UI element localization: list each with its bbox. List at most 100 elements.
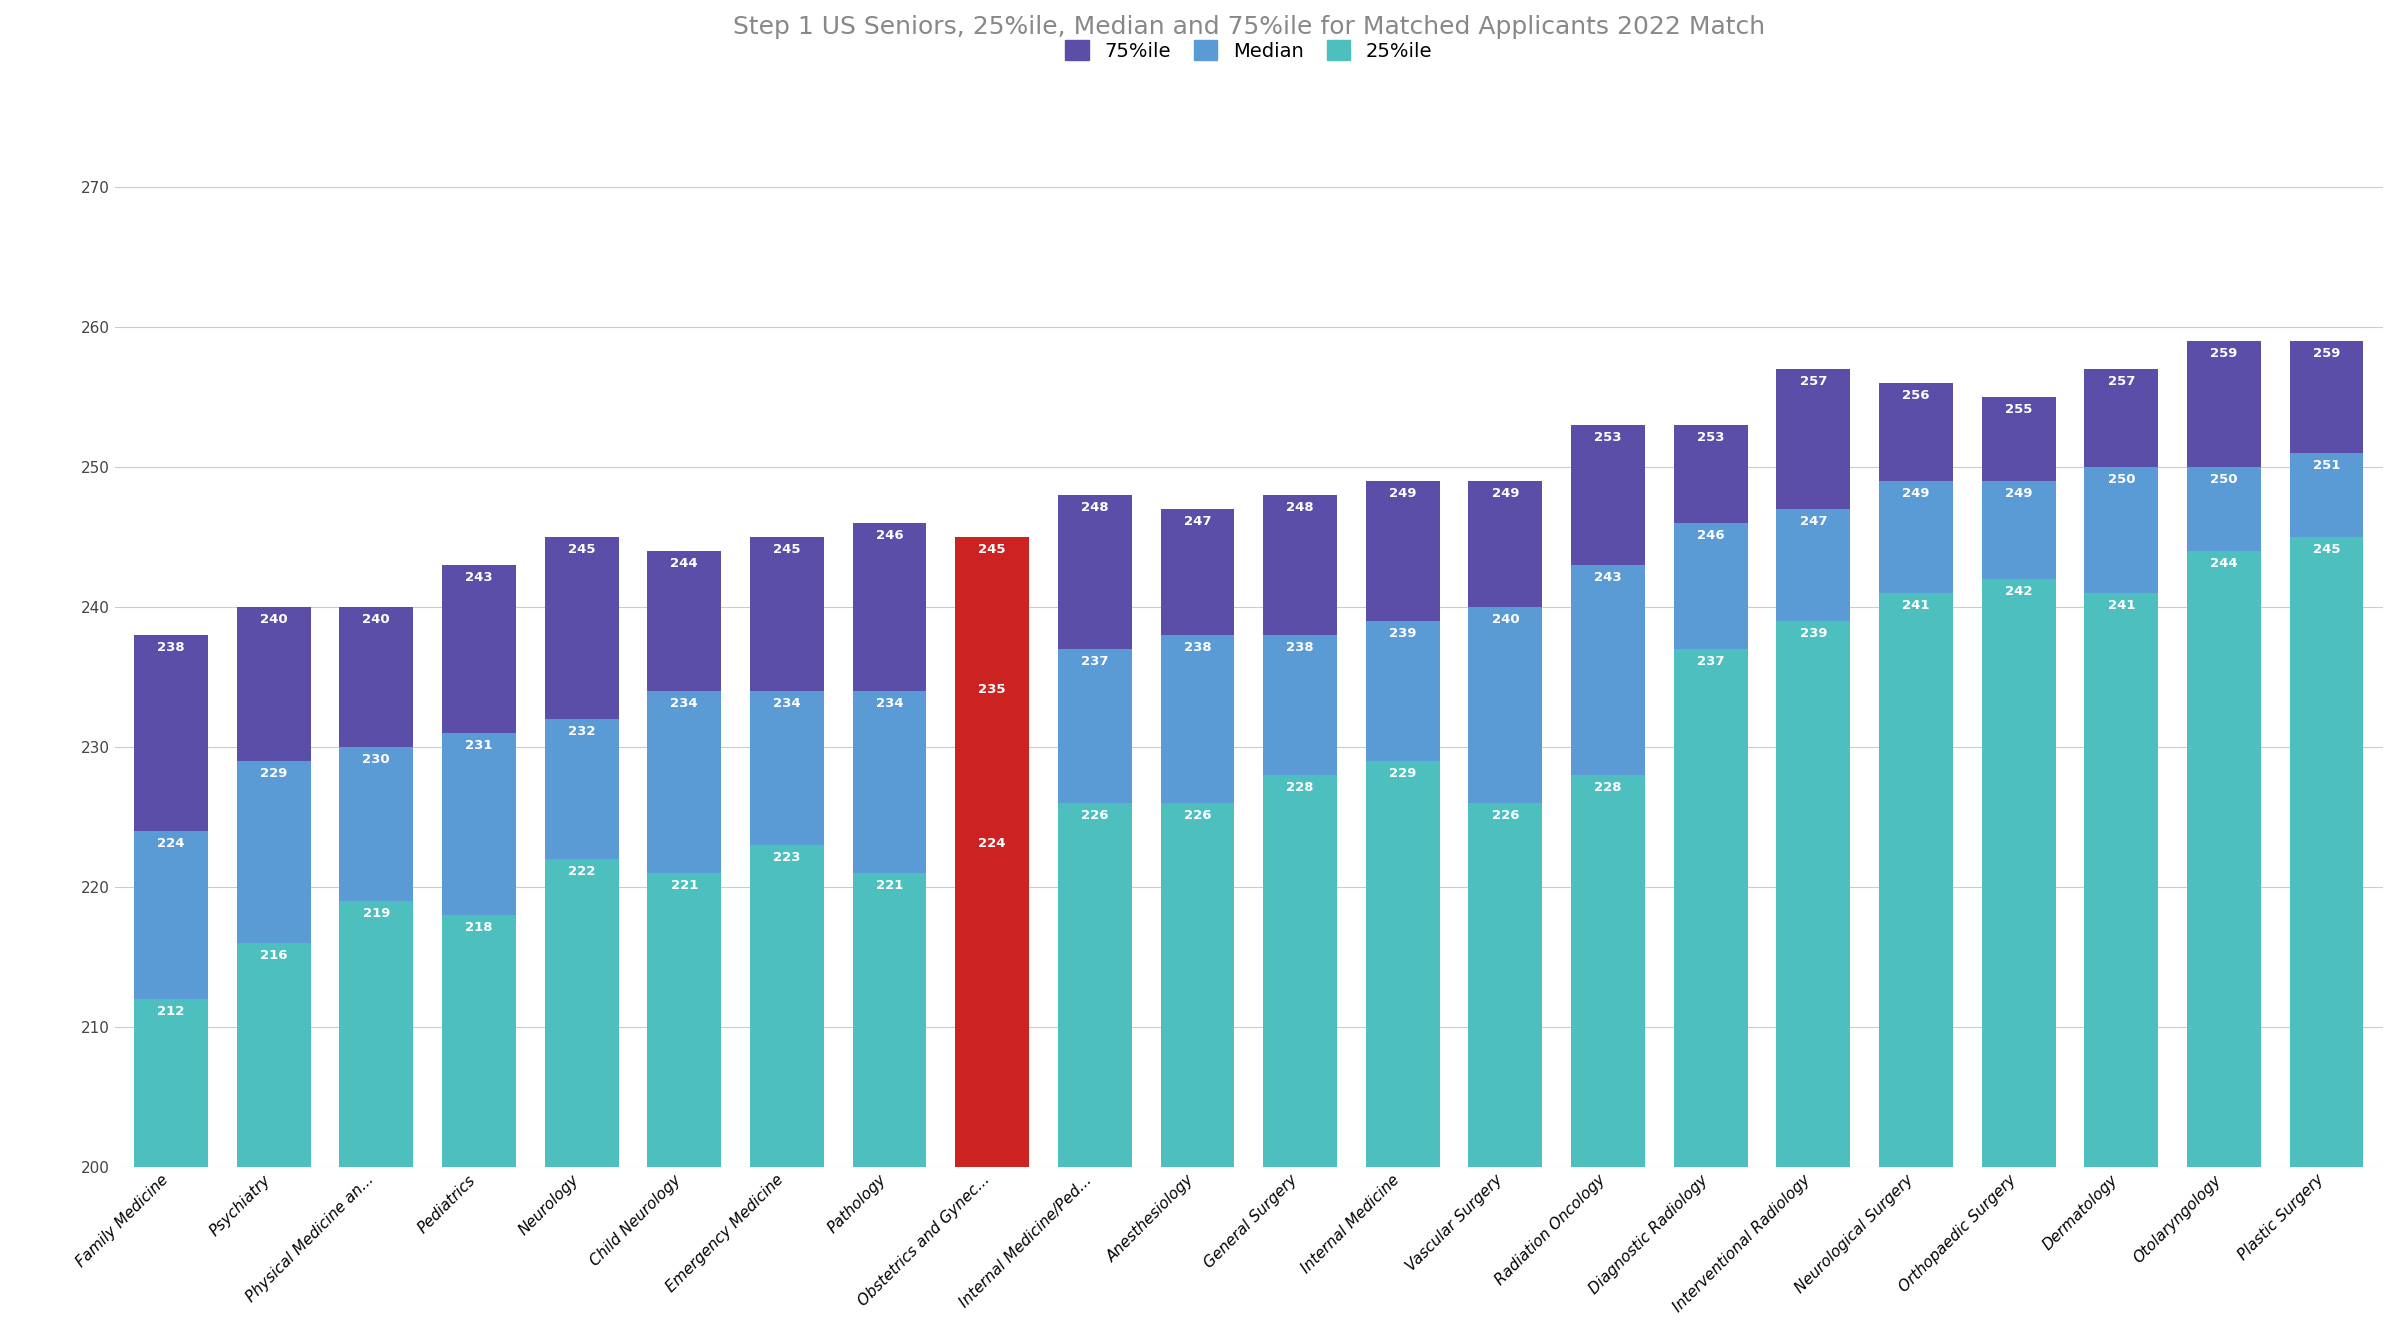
Bar: [341, 608, 412, 1168]
Bar: [2290, 537, 2364, 1168]
Legend: 75%ile, Median, 25%ile: 75%ile, Median, 25%ile: [1058, 32, 1441, 69]
Bar: [751, 692, 825, 1168]
Text: 223: 223: [772, 851, 801, 864]
Bar: [544, 720, 619, 1168]
Text: 246: 246: [875, 529, 904, 541]
Bar: [647, 552, 722, 1168]
Text: 249: 249: [1902, 487, 1930, 500]
Text: 245: 245: [568, 543, 595, 556]
Text: 234: 234: [772, 697, 801, 710]
Bar: [854, 692, 926, 1168]
Bar: [751, 537, 825, 1168]
Text: 257: 257: [2108, 375, 2134, 388]
Bar: [1880, 383, 1952, 1168]
Text: 226: 226: [1185, 809, 1211, 822]
Bar: [854, 874, 926, 1168]
Bar: [1880, 593, 1952, 1168]
Bar: [647, 692, 722, 1168]
Text: 255: 255: [2005, 403, 2031, 416]
Text: 226: 226: [1492, 809, 1520, 822]
Bar: [954, 677, 1029, 1168]
Text: 248: 248: [1081, 501, 1108, 513]
Bar: [1777, 509, 1851, 1168]
Bar: [237, 608, 312, 1168]
Text: 250: 250: [2211, 473, 2237, 485]
Text: 221: 221: [875, 879, 904, 892]
Bar: [647, 874, 722, 1168]
Text: 253: 253: [1698, 431, 1724, 444]
Text: 247: 247: [1798, 515, 1827, 528]
Text: 238: 238: [1285, 641, 1314, 654]
Text: 240: 240: [362, 613, 391, 626]
Text: 246: 246: [1698, 529, 1724, 541]
Text: 228: 228: [1595, 781, 1621, 794]
Text: 238: 238: [158, 641, 185, 654]
Bar: [237, 761, 312, 1168]
Bar: [2187, 342, 2261, 1168]
Bar: [1981, 580, 2055, 1168]
Text: 235: 235: [978, 682, 1005, 696]
Text: 237: 237: [1698, 654, 1724, 668]
Text: 243: 243: [465, 571, 492, 584]
Text: 242: 242: [2005, 585, 2034, 598]
Bar: [2084, 593, 2158, 1168]
Text: 256: 256: [1902, 388, 1930, 402]
Text: 238: 238: [1185, 641, 1211, 654]
Bar: [1571, 565, 1645, 1168]
Text: 229: 229: [259, 767, 288, 779]
Text: 224: 224: [978, 837, 1005, 850]
Text: 249: 249: [1492, 487, 1520, 500]
Text: 253: 253: [1595, 431, 1621, 444]
Bar: [1777, 370, 1851, 1168]
Bar: [2084, 370, 2158, 1168]
Title: Step 1 US Seniors, 25%ile, Median and 75%ile for Matched Applicants 2022 Match: Step 1 US Seniors, 25%ile, Median and 75…: [734, 15, 1765, 39]
Text: 231: 231: [465, 739, 492, 751]
Text: 232: 232: [568, 725, 595, 738]
Text: 244: 244: [671, 557, 698, 571]
Bar: [1981, 481, 2055, 1168]
Text: 249: 249: [1388, 487, 1417, 500]
Bar: [1468, 481, 1542, 1168]
Text: 259: 259: [2211, 347, 2237, 360]
Bar: [1674, 649, 1748, 1168]
Text: 224: 224: [158, 837, 185, 850]
Text: 259: 259: [2312, 347, 2340, 360]
Text: 237: 237: [1081, 654, 1108, 668]
Text: 243: 243: [1595, 571, 1621, 584]
Bar: [1058, 495, 1132, 1168]
Text: 245: 245: [2312, 543, 2340, 556]
Text: 234: 234: [875, 697, 904, 710]
Text: 218: 218: [465, 920, 492, 934]
Bar: [341, 902, 412, 1168]
Bar: [134, 999, 209, 1168]
Bar: [1264, 775, 1338, 1168]
Bar: [1367, 761, 1439, 1168]
Text: 257: 257: [1798, 375, 1827, 388]
Text: 249: 249: [2005, 487, 2034, 500]
Bar: [2187, 552, 2261, 1168]
Bar: [854, 523, 926, 1168]
Text: 229: 229: [1388, 767, 1417, 779]
Text: 241: 241: [1902, 598, 1930, 612]
Text: 240: 240: [1492, 613, 1520, 626]
Text: 221: 221: [671, 879, 698, 892]
Bar: [1674, 426, 1748, 1168]
Bar: [1880, 481, 1952, 1168]
Text: 241: 241: [2108, 598, 2134, 612]
Bar: [2290, 454, 2364, 1168]
Bar: [544, 537, 619, 1168]
Bar: [1058, 649, 1132, 1168]
Bar: [1161, 509, 1235, 1168]
Bar: [1367, 481, 1439, 1168]
Bar: [1264, 636, 1338, 1168]
Bar: [134, 636, 209, 1168]
Bar: [1777, 621, 1851, 1168]
Text: 234: 234: [671, 697, 698, 710]
Text: 212: 212: [158, 1005, 185, 1017]
Bar: [2187, 467, 2261, 1168]
Bar: [1367, 621, 1439, 1168]
Bar: [1468, 803, 1542, 1168]
Bar: [1674, 523, 1748, 1168]
Bar: [134, 831, 209, 1168]
Text: 251: 251: [2312, 459, 2340, 472]
